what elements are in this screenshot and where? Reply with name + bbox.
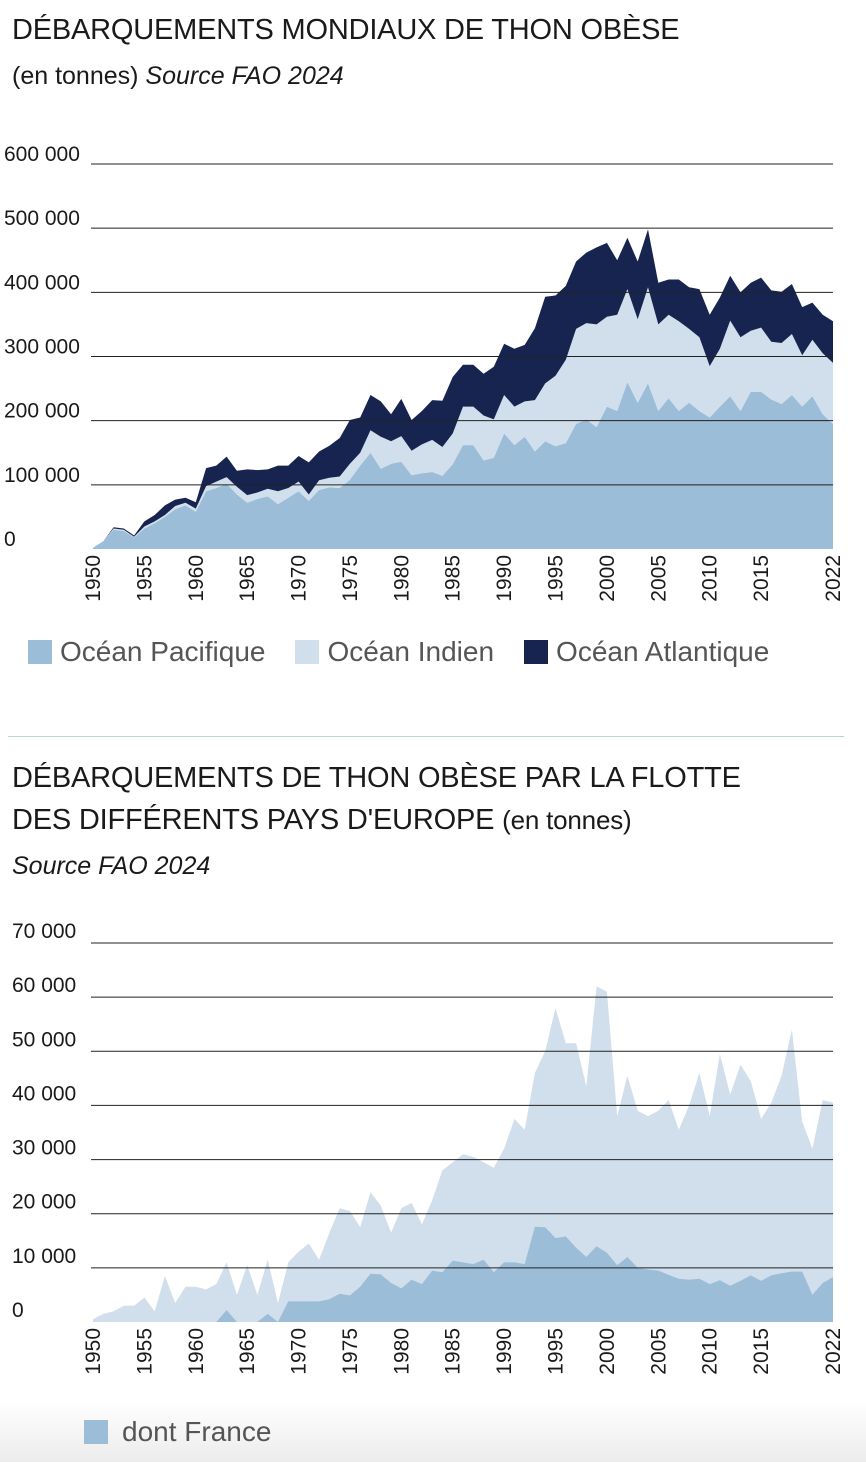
x-tick-label: 1960 — [185, 555, 208, 602]
x-tick-label: 2000 — [596, 555, 619, 602]
y-tick-label: 70 000 — [12, 920, 76, 943]
legend-swatch-indien — [295, 640, 320, 664]
x-tick-label: 1985 — [442, 1328, 465, 1375]
chart2-legend: dont France — [84, 1416, 301, 1448]
x-tick-label: 1970 — [288, 1328, 311, 1375]
y-tick-label: 20 000 — [12, 1191, 76, 1214]
x-tick-label: 1960 — [185, 1328, 208, 1375]
area-series-2 — [93, 229, 833, 548]
chart2-area-chart: 70 000 60 000 50 000 40 000 30 000 20 000 10 0… — [12, 920, 845, 1375]
x-tick-label: 1955 — [133, 555, 156, 602]
x-tick-label: 2010 — [699, 555, 722, 602]
y-tick-label: 0 — [12, 1299, 24, 1322]
chart2-source: Source FAO 2024 — [12, 852, 211, 880]
chart1-unit: (en tonnes) — [12, 62, 139, 90]
section-divider — [8, 736, 844, 737]
chart2-unit: (en tonnes) — [502, 805, 632, 835]
x-tick-label: 1955 — [133, 1328, 156, 1375]
legend-label-atlantique: Océan Atlantique — [556, 636, 770, 667]
x-tick-label: 2022 — [822, 555, 845, 602]
x-tick-label: 1995 — [545, 1328, 568, 1375]
legend-swatch-france — [84, 1420, 108, 1444]
area-series-0 — [93, 986, 833, 1322]
x-tick-label: 1975 — [339, 1328, 362, 1375]
y-tick-label: 300 000 — [4, 336, 80, 359]
x-tick-label: 2005 — [647, 1328, 670, 1375]
x-tick-label: 1965 — [236, 1328, 259, 1375]
y-tick-label: 40 000 — [12, 1082, 76, 1105]
legend-label-pacifique: Océan Pacifique — [60, 636, 266, 667]
x-tick-label: 2022 — [822, 1328, 845, 1375]
chart1-area-chart: 600 000 500 000 400 000 300 000 200 000 100 0… — [4, 143, 845, 602]
chart1-legend: Océan Pacifique Océan Indien Océan Atlan… — [28, 636, 769, 668]
legend-item-atlantique: Océan Atlantique — [524, 636, 769, 668]
x-tick-label: 1970 — [288, 555, 311, 602]
x-tick-label: 2015 — [750, 555, 773, 602]
y-tick-label: 0 — [4, 528, 16, 551]
chart2-title-line2: DES DIFFÉRENTS PAYS D'EUROPE (en tonnes) — [12, 800, 632, 840]
chart1-title: DÉBARQUEMENTS MONDIAUX DE THON OBÈSE — [12, 14, 680, 46]
y-tick-label: 200 000 — [4, 400, 80, 423]
x-tick-label: 2010 — [699, 1328, 722, 1375]
y-tick-label: 500 000 — [4, 207, 80, 230]
y-tick-label: 100 000 — [4, 464, 80, 487]
x-tick-label: 2000 — [596, 1328, 619, 1375]
legend-swatch-pacifique — [28, 640, 52, 664]
y-tick-label: 400 000 — [4, 271, 80, 294]
x-tick-label: 1980 — [390, 555, 413, 602]
x-tick-label: 1990 — [493, 1328, 516, 1375]
area-series-0 — [93, 382, 833, 549]
x-tick-label: 1985 — [442, 555, 465, 602]
chart2-title-line2-text: DES DIFFÉRENTS PAYS D'EUROPE — [12, 804, 495, 836]
x-tick-label: 1950 — [82, 1328, 105, 1375]
legend-item-pacifique: Océan Pacifique — [28, 636, 265, 668]
y-tick-label: 50 000 — [12, 1028, 76, 1051]
x-tick-label: 1995 — [545, 555, 568, 602]
legend-label-france: dont France — [122, 1416, 272, 1447]
x-tick-label: 1980 — [390, 1328, 413, 1375]
chart1-source: Source FAO 2024 — [145, 62, 344, 90]
x-tick-label: 1975 — [339, 555, 362, 602]
x-tick-label: 2015 — [750, 1328, 773, 1375]
legend-swatch-atlantique — [524, 640, 549, 664]
chart2-title-line1: DÉBARQUEMENTS DE THON OBÈSE PAR LA FLOTT… — [12, 762, 741, 794]
y-tick-label: 30 000 — [12, 1137, 76, 1160]
area-series-1 — [93, 1226, 833, 1322]
legend-item-indien: Océan Indien — [295, 636, 494, 668]
legend-label-indien: Océan Indien — [327, 636, 495, 667]
y-tick-label: 10 000 — [12, 1245, 76, 1268]
chart1-subtitle: (en tonnes) Source FAO 2024 — [12, 60, 344, 92]
x-tick-label: 2005 — [647, 555, 670, 602]
x-tick-label: 1965 — [236, 555, 259, 602]
y-tick-label: 60 000 — [12, 974, 76, 997]
x-tick-label: 1950 — [82, 555, 105, 602]
area-series-1 — [93, 287, 833, 548]
legend-item-france: dont France — [84, 1416, 271, 1448]
y-tick-label: 600 000 — [4, 143, 80, 166]
x-tick-label: 1990 — [493, 555, 516, 602]
